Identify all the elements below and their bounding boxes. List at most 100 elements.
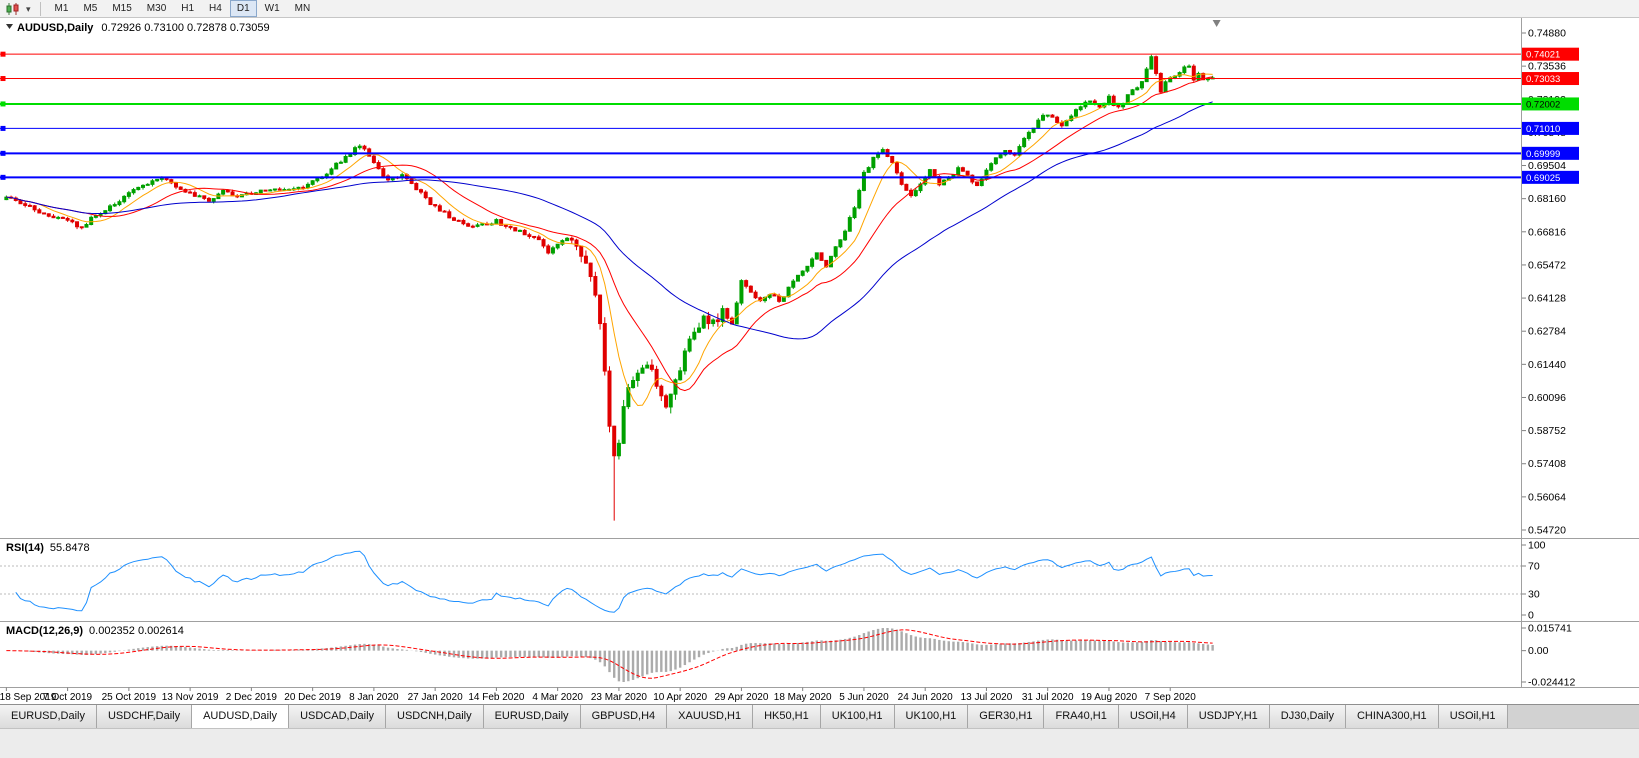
hline-handle-0-69025[interactable] (0, 174, 6, 180)
chart-shift-marker[interactable] (1212, 20, 1221, 27)
rsi-axis[interactable]: 100 70 30 0 (1521, 540, 1546, 622)
collapse-panel-icon[interactable] (6, 24, 13, 29)
hline-price-label: 0.72002 (1526, 99, 1560, 110)
price-axis[interactable]: 0.748800.735360.721920.708480.695040.681… (1521, 28, 1567, 537)
chart-tab-ger30-h1[interactable]: GER30,H1 (968, 705, 1045, 728)
svg-text:8 Jan 2020: 8 Jan 2020 (349, 692, 399, 703)
svg-text:0.73536: 0.73536 (1528, 61, 1566, 73)
hline-price-label: 0.73033 (1526, 74, 1560, 85)
svg-text:5 Jun 2020: 5 Jun 2020 (839, 692, 889, 703)
fast-ma-line (6, 73, 1213, 407)
svg-text:0.68160: 0.68160 (1528, 193, 1566, 205)
svg-text:0.58752: 0.58752 (1528, 425, 1566, 437)
timeframe-button-h1[interactable]: H1 (174, 0, 201, 17)
svg-text:0.015741: 0.015741 (1528, 623, 1572, 635)
chart-tab-usdcnh-daily[interactable]: USDCNH,Daily (386, 705, 484, 728)
chart-tab-usoil-h1[interactable]: USOil,H1 (1438, 705, 1508, 728)
svg-text:23 Mar 2020: 23 Mar 2020 (591, 692, 648, 703)
hline-price-label: 0.69999 (1526, 149, 1560, 160)
svg-text:13 Jul 2020: 13 Jul 2020 (961, 692, 1013, 703)
hline-price-label: 0.69025 (1526, 173, 1560, 184)
hline-price-label-box[interactable] (1522, 97, 1579, 111)
window-bottom-strip (0, 728, 1639, 758)
chart-tab-uk100-h1[interactable]: UK100,H1 (894, 705, 969, 728)
macd-signal-line (6, 629, 1213, 679)
chart-tab-fra40-h1[interactable]: FRA40,H1 (1044, 705, 1119, 728)
svg-text:2 Dec 2019: 2 Dec 2019 (226, 692, 278, 703)
chart-canvas[interactable]: 0.748800.735360.721920.708480.695040.681… (0, 18, 1639, 704)
hline-handle-0-71010[interactable] (0, 125, 6, 131)
chart-tab-audusd-daily[interactable]: AUDUSD,Daily (192, 705, 290, 728)
svg-text:19 Aug 2020: 19 Aug 2020 (1081, 692, 1138, 703)
svg-text:13 Nov 2019: 13 Nov 2019 (162, 692, 219, 703)
timeframe-button-h4[interactable]: H4 (202, 0, 229, 17)
chart-tab-gbpusd-h4[interactable]: GBPUSD,H4 (580, 705, 668, 728)
hline-price-label-box[interactable] (1522, 121, 1579, 135)
svg-text:24 Jun 2020: 24 Jun 2020 (898, 692, 953, 703)
macd-axis[interactable]: 0.015741 0.00 -0.024412 (1521, 623, 1576, 689)
svg-text:0.61440: 0.61440 (1528, 359, 1566, 371)
chart-tabs-bar: EURUSD,Daily USDCHF,Daily AUDUSD,Daily USDC… (0, 704, 1639, 728)
timeframe-button-m15[interactable]: M15 (105, 0, 138, 17)
hline-price-label-box[interactable] (1522, 47, 1579, 61)
hline-price-label-box[interactable] (1522, 146, 1579, 160)
timeframe-button-m1[interactable]: M1 (48, 0, 76, 17)
timeframe-button-m5[interactable]: M5 (76, 0, 104, 17)
chart-tab-usdchf-daily[interactable]: USDCHF,Daily (96, 705, 193, 728)
rsi-line (15, 550, 1213, 613)
svg-text:18 May 2020: 18 May 2020 (774, 692, 832, 703)
svg-text:14 Feb 2020: 14 Feb 2020 (468, 692, 525, 703)
chart-background (0, 18, 1639, 704)
timeframe-toolbar: M1 M5 M15 M30 H1 H4 D1 W1 MN (48, 0, 318, 17)
main-chart-header: AUDUSD,Daily 0.72926 0.73100 0.72878 0.73… (17, 22, 270, 34)
hline-price-label-box[interactable] (1522, 72, 1579, 86)
hline-handle-0-74021[interactable] (0, 51, 6, 57)
hline-handle-0-69999[interactable] (0, 150, 6, 156)
timeframe-button-w1[interactable]: W1 (258, 0, 287, 17)
hline-price-label-box[interactable] (1522, 170, 1579, 184)
chart-tab-usdcad-daily[interactable]: USDCAD,Daily (289, 705, 387, 728)
svg-text:0.64128: 0.64128 (1528, 293, 1566, 305)
chart-tab-xauusd-h1[interactable]: XAUUSD,H1 (667, 705, 754, 728)
chart-type-dropdown-icon[interactable]: ▾ (26, 3, 31, 14)
svg-text:0.00: 0.00 (1528, 645, 1549, 657)
chart-tab-dj30-daily[interactable]: DJ30,Daily (1269, 705, 1346, 728)
chart-tab-usdjpy-h1[interactable]: USDJPY,H1 (1187, 705, 1270, 728)
svg-text:7 Oct 2019: 7 Oct 2019 (43, 692, 92, 703)
chart-tab-usoil-h4[interactable]: USOil,H4 (1118, 705, 1188, 728)
svg-text:29 Apr 2020: 29 Apr 2020 (714, 692, 768, 703)
top-toolbar: ▾ M1 M5 M15 M30 H1 H4 D1 W1 MN (0, 0, 1639, 18)
svg-text:27 Jan 2020: 27 Jan 2020 (408, 692, 463, 703)
svg-text:31 Jul 2020: 31 Jul 2020 (1022, 692, 1074, 703)
chart-tab-eurusd-daily[interactable]: EURUSD,Daily (0, 705, 97, 728)
svg-text:0.62784: 0.62784 (1528, 326, 1566, 338)
rsi-panel-header: RSI(14) 55.8478 (6, 542, 90, 554)
svg-text:0.60096: 0.60096 (1528, 392, 1566, 404)
hline-price-label: 0.71010 (1526, 124, 1560, 135)
macd-histogram (9, 628, 1214, 682)
timeframe-button-mn[interactable]: MN (288, 0, 318, 17)
hline-handle-0-72002[interactable] (0, 101, 6, 107)
timeframe-button-m30[interactable]: M30 (140, 0, 173, 17)
svg-text:0.65472: 0.65472 (1528, 259, 1566, 271)
chart-tab-uk100-h1[interactable]: UK100,H1 (820, 705, 895, 728)
svg-text:20 Dec 2019: 20 Dec 2019 (284, 692, 341, 703)
svg-text:4 Mar 2020: 4 Mar 2020 (532, 692, 583, 703)
macd-panel-header: MACD(12,26,9) 0.002352 0.002614 (6, 625, 184, 637)
svg-text:-0.024412: -0.024412 (1528, 677, 1575, 689)
timeframe-button-d1[interactable]: D1 (229, 0, 257, 17)
toolbar-separator (39, 1, 41, 16)
svg-text:0.56064: 0.56064 (1528, 491, 1566, 503)
svg-text:0.74880: 0.74880 (1528, 28, 1566, 40)
svg-text:25 Oct 2019: 25 Oct 2019 (102, 692, 157, 703)
hline-handle-0-73033[interactable] (0, 76, 6, 82)
chart-tab-china300-h1[interactable]: CHINA300,H1 (1345, 705, 1439, 728)
candlestick-chart-icon[interactable] (4, 1, 22, 17)
svg-text:18 Sep 2019: 18 Sep 2019 (0, 692, 57, 703)
svg-text:10 Apr 2020: 10 Apr 2020 (653, 692, 707, 703)
chart-tab-eurusd-daily[interactable]: EURUSD,Daily (483, 705, 581, 728)
svg-text:70: 70 (1528, 561, 1540, 573)
chart-tab-hk50-h1[interactable]: HK50,H1 (753, 705, 821, 728)
